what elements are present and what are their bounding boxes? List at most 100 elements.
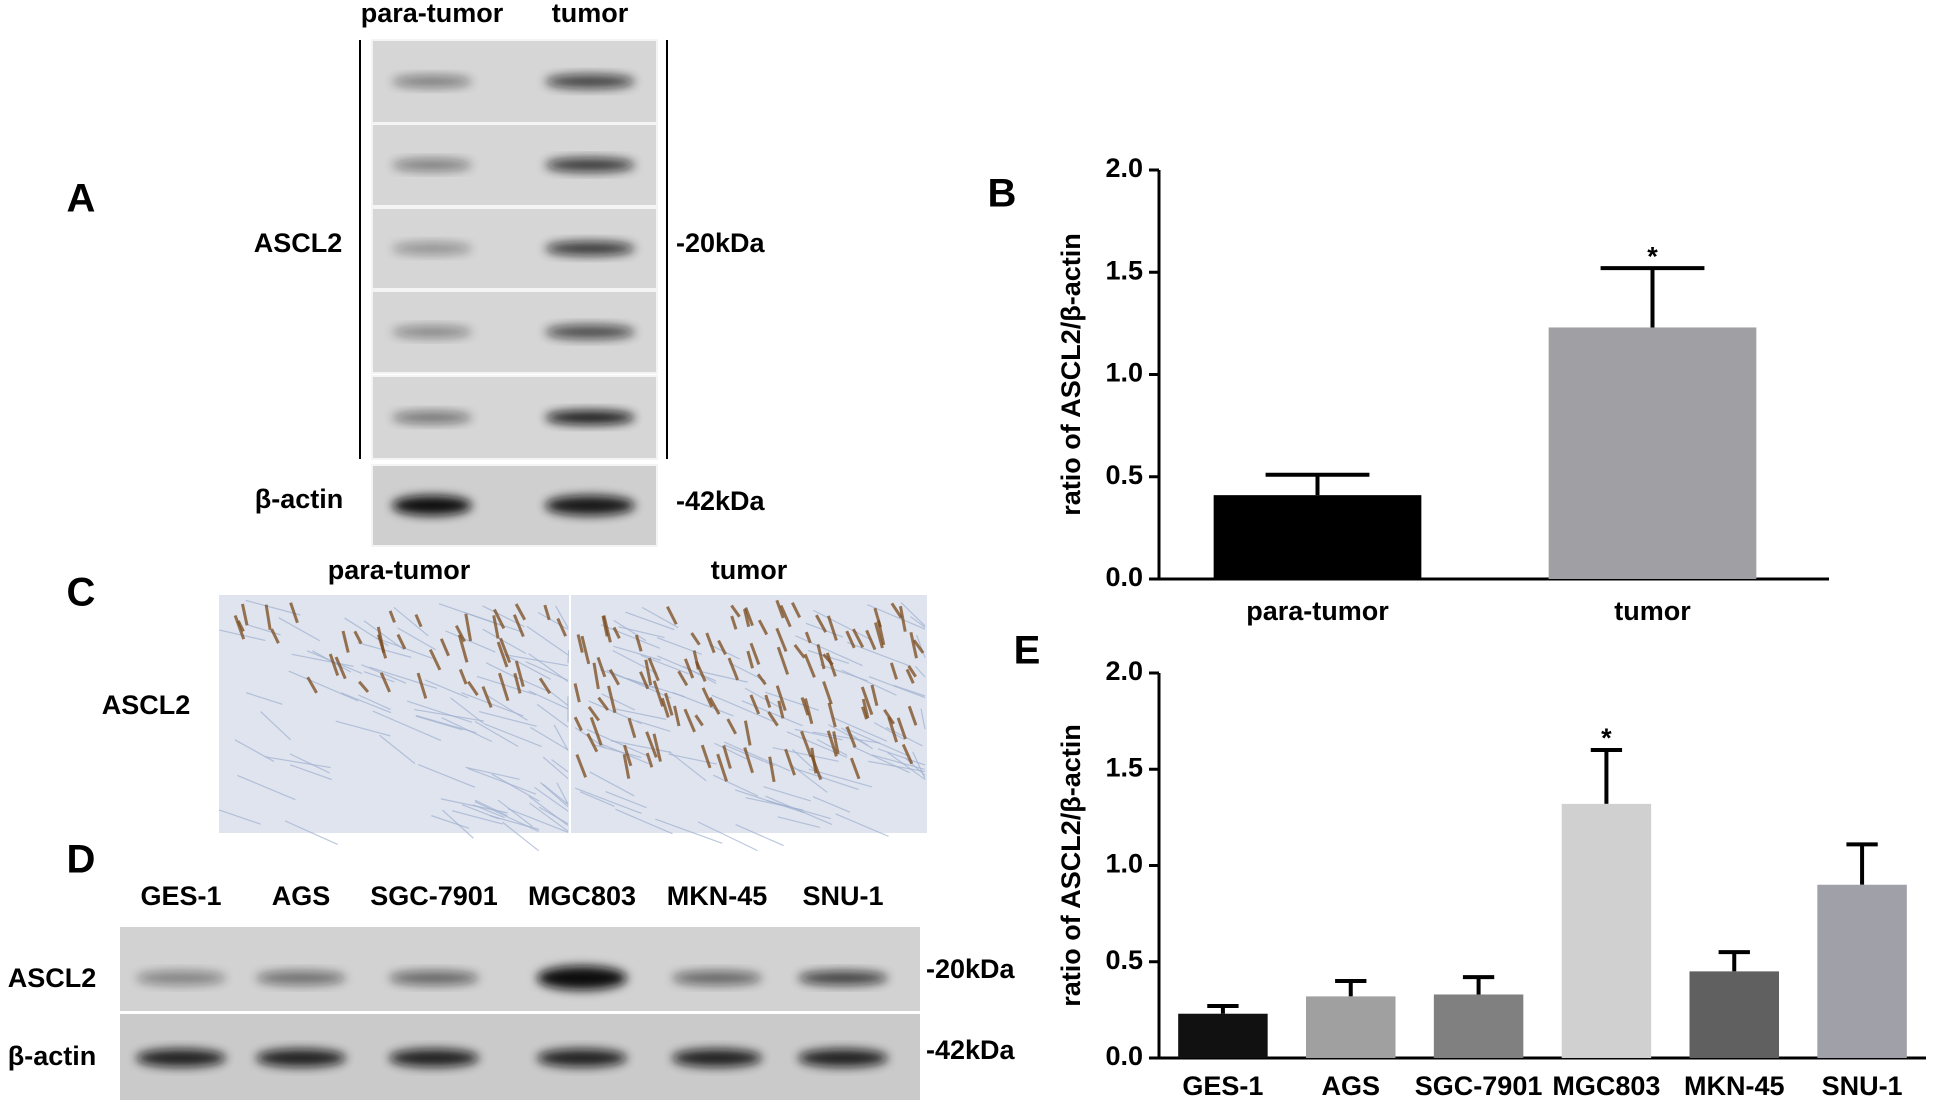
stained-gland xyxy=(744,607,754,627)
stained-gland xyxy=(777,700,785,719)
lane-label: SNU-1 xyxy=(802,881,883,911)
stained-gland xyxy=(454,624,466,643)
tissue-fiber xyxy=(445,630,496,653)
size-label: -20kDa xyxy=(926,954,1016,984)
column-label: para-tumor xyxy=(328,555,471,585)
stained-gland xyxy=(652,733,662,762)
stained-gland xyxy=(901,743,914,765)
blot-band xyxy=(545,495,635,516)
stained-gland xyxy=(694,714,704,727)
stained-gland xyxy=(388,610,396,623)
row-label: ASCL2 xyxy=(254,228,343,258)
tissue-fiber xyxy=(832,716,888,742)
panel-label: E xyxy=(1014,629,1041,673)
tissue-fiber xyxy=(551,759,569,773)
tissue-fiber xyxy=(361,664,407,684)
lane-label: MGC803 xyxy=(528,881,636,911)
stained-gland xyxy=(700,744,712,769)
error-bar xyxy=(1462,975,1495,995)
tissue-fiber xyxy=(763,786,811,802)
tissue-fiber xyxy=(635,720,671,732)
tissue-fiber xyxy=(530,726,569,751)
stained-gland xyxy=(775,627,788,653)
tissue-fiber xyxy=(234,739,275,762)
bar xyxy=(1433,994,1524,1058)
x-tick-label: MKN-45 xyxy=(1684,1071,1785,1101)
stained-gland xyxy=(779,604,792,628)
tissue-fiber xyxy=(772,747,839,762)
stained-gland xyxy=(241,603,249,626)
tissue-fiber xyxy=(542,756,569,779)
tissue-fiber xyxy=(777,816,821,828)
tissue-fiber xyxy=(278,617,321,642)
stained-gland xyxy=(622,753,631,779)
ihc-divider xyxy=(569,595,571,833)
row-label: ASCL2 xyxy=(102,690,191,720)
lane-label: SGC-7901 xyxy=(370,881,498,911)
stained-gland xyxy=(673,705,681,727)
stained-gland xyxy=(816,644,826,670)
blot-band xyxy=(392,159,472,171)
stained-gland xyxy=(746,650,755,669)
stained-gland xyxy=(743,747,754,774)
tissue-fiber xyxy=(657,655,717,682)
tissue-fiber xyxy=(417,764,475,788)
y-tick-label: 0.5 xyxy=(1105,945,1143,975)
bar xyxy=(1548,327,1757,579)
stained-gland xyxy=(905,668,915,684)
tissue-fiber xyxy=(528,690,569,710)
tissue-fiber xyxy=(589,771,635,797)
stained-gland xyxy=(341,630,350,653)
tissue-fiber xyxy=(887,752,926,780)
blot-band xyxy=(672,971,762,985)
stained-gland xyxy=(870,684,879,707)
tissue-fiber xyxy=(539,781,569,808)
stained-gland xyxy=(458,668,468,685)
tissue-fiber xyxy=(555,605,569,629)
stained-gland xyxy=(775,599,785,619)
tissue-fiber xyxy=(528,795,569,826)
tissue-fiber xyxy=(812,731,881,744)
stained-gland xyxy=(876,620,886,646)
blot-band xyxy=(672,1049,762,1067)
error-bar xyxy=(1600,266,1705,328)
tissue-fiber xyxy=(567,650,570,664)
stained-gland xyxy=(730,615,738,630)
stained-gland xyxy=(236,620,245,632)
stained-gland xyxy=(776,646,790,675)
stained-gland xyxy=(612,626,621,639)
bar xyxy=(1817,884,1907,1058)
stained-gland xyxy=(861,706,869,720)
y-tick-label: 1.5 xyxy=(1105,752,1143,782)
error-bar xyxy=(1265,472,1370,496)
stained-gland xyxy=(666,605,678,625)
tissue-fiber xyxy=(914,665,926,678)
tissue-fiber xyxy=(714,742,747,760)
tissue-fiber xyxy=(363,620,404,650)
y-axis-title: ratio of ASCL2/β-actin xyxy=(1056,233,1086,516)
stained-gland xyxy=(683,708,696,733)
error-bar xyxy=(1335,979,1367,997)
row-label: β-actin xyxy=(255,484,344,514)
tissue-fiber xyxy=(505,654,551,680)
lane-label: MKN-45 xyxy=(667,881,768,911)
tissue-fiber xyxy=(415,715,463,731)
tissue-fiber xyxy=(474,799,508,817)
tissue-fiber xyxy=(841,669,897,696)
x-tick-label: GES-1 xyxy=(1182,1071,1263,1101)
lane-label: para-tumor xyxy=(361,0,504,28)
stained-gland xyxy=(677,670,689,687)
significance-mark: * xyxy=(1647,241,1658,271)
stained-gland xyxy=(827,702,837,728)
tissue-fiber xyxy=(606,669,672,699)
stained-gland xyxy=(602,615,612,643)
ihc-image xyxy=(570,595,927,833)
tissue-fiber xyxy=(461,804,500,820)
tissue-fiber xyxy=(795,635,863,667)
tissue-fiber xyxy=(601,693,636,711)
stained-gland xyxy=(743,720,752,746)
blot-band xyxy=(256,1049,346,1067)
bar xyxy=(1306,996,1396,1058)
tissue-fiber xyxy=(612,649,658,675)
tissue-fiber xyxy=(424,679,469,699)
